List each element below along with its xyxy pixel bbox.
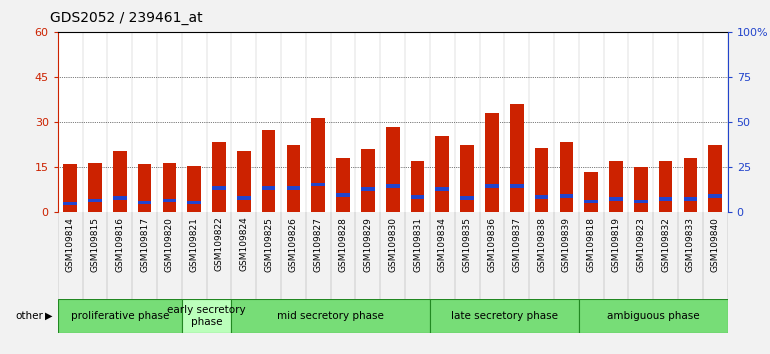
Bar [182,299,232,333]
Text: GSM109822: GSM109822 [215,217,223,272]
Bar [534,148,548,212]
Bar [311,118,325,212]
Bar [485,113,499,212]
Text: GSM109825: GSM109825 [264,217,273,272]
Text: GDS2052 / 239461_at: GDS2052 / 239461_at [50,11,203,25]
Bar [560,142,573,212]
Text: GSM109840: GSM109840 [711,217,720,272]
Text: GSM109827: GSM109827 [313,217,323,272]
Text: GSM109835: GSM109835 [463,217,472,272]
Bar [88,199,102,202]
Bar [138,201,152,204]
Bar [430,299,579,333]
Text: other: other [15,311,43,321]
Bar [684,158,698,212]
Bar [286,186,300,190]
Bar [361,149,375,212]
Bar [63,201,77,205]
Text: GSM109837: GSM109837 [512,217,521,272]
Text: GSM109834: GSM109834 [438,217,447,272]
Bar [237,151,251,212]
Text: GSM109828: GSM109828 [339,217,347,272]
Bar [113,151,126,212]
Text: late secretory phase: late secretory phase [451,311,557,321]
Bar [634,167,648,212]
Bar [534,195,548,199]
Bar [460,196,474,200]
Bar [485,184,499,188]
Text: early secretory
phase: early secretory phase [167,305,246,327]
Bar [336,193,350,197]
Text: GSM109815: GSM109815 [90,217,99,272]
Text: GSM109821: GSM109821 [189,217,199,272]
Bar [138,164,152,212]
Text: GSM109817: GSM109817 [140,217,149,272]
Text: GSM109833: GSM109833 [686,217,695,272]
Text: mid secretory phase: mid secretory phase [277,311,384,321]
Bar [386,127,400,212]
Bar [162,199,176,202]
Bar [213,186,226,190]
Bar [113,196,126,200]
Bar [336,158,350,212]
Bar [659,197,672,201]
Bar [232,299,430,333]
Bar [88,163,102,212]
Text: GSM109836: GSM109836 [487,217,497,272]
Text: GSM109829: GSM109829 [363,217,373,272]
Text: GSM109830: GSM109830 [388,217,397,272]
Bar [708,194,722,198]
Text: GSM109831: GSM109831 [413,217,422,272]
Bar [634,200,648,203]
Bar [311,183,325,186]
Bar [262,186,276,190]
Text: GSM109819: GSM109819 [611,217,621,272]
Bar [510,104,524,212]
Bar [609,197,623,201]
Text: GSM109823: GSM109823 [636,217,645,272]
Bar [436,136,449,212]
Bar [286,145,300,212]
Text: GSM109838: GSM109838 [537,217,546,272]
Text: ambiguous phase: ambiguous phase [607,311,699,321]
Text: ▶: ▶ [45,311,52,321]
Bar [584,172,598,212]
Bar [58,299,182,333]
Bar [262,130,276,212]
Bar [162,163,176,212]
Bar [579,299,728,333]
Bar [560,194,573,198]
Bar [659,161,672,212]
Bar [410,195,424,199]
Bar [187,166,201,212]
Bar [213,142,226,212]
Bar [584,200,598,203]
Bar [609,161,623,212]
Bar [510,184,524,188]
Bar [460,145,474,212]
Bar [361,187,375,191]
Text: GSM109839: GSM109839 [562,217,571,272]
Text: GSM109824: GSM109824 [239,217,249,272]
Bar [237,196,251,200]
Bar [684,197,698,201]
Bar [63,164,77,212]
Text: GSM109826: GSM109826 [289,217,298,272]
Bar [386,184,400,188]
Bar [708,145,722,212]
Text: GSM109816: GSM109816 [116,217,124,272]
Bar [436,187,449,191]
Text: GSM109814: GSM109814 [65,217,75,272]
Text: GSM109832: GSM109832 [661,217,670,272]
Text: GSM109820: GSM109820 [165,217,174,272]
Text: GSM109818: GSM109818 [587,217,596,272]
Text: proliferative phase: proliferative phase [71,311,169,321]
Bar [410,161,424,212]
Bar [187,201,201,204]
